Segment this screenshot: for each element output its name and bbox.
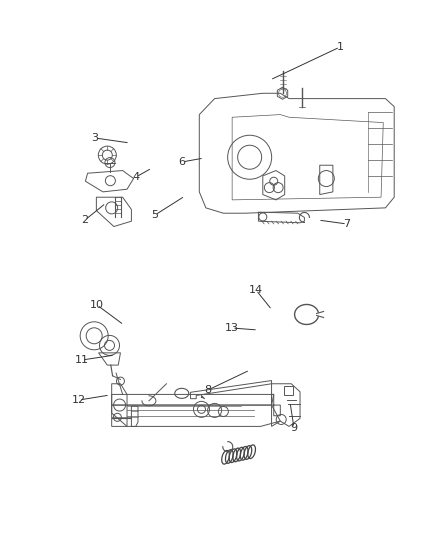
Text: 7: 7 [343, 219, 350, 229]
Text: 5: 5 [152, 210, 159, 220]
Text: 13: 13 [225, 323, 239, 333]
Text: 11: 11 [75, 355, 89, 365]
Text: 3: 3 [92, 133, 99, 143]
Text: 6: 6 [179, 157, 186, 167]
Text: 8: 8 [205, 385, 212, 395]
Text: 12: 12 [72, 395, 86, 405]
Text: 2: 2 [81, 215, 88, 225]
Text: 4: 4 [132, 172, 140, 182]
Text: 14: 14 [249, 285, 263, 295]
Text: 9: 9 [290, 423, 297, 433]
Text: 1: 1 [336, 42, 343, 52]
Text: 10: 10 [90, 300, 104, 310]
